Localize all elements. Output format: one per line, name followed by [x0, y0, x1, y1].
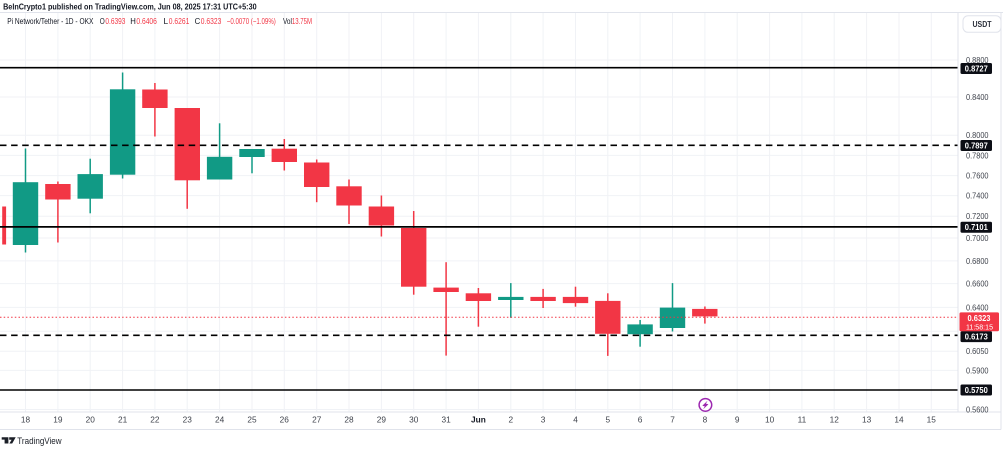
- svg-text:0.7200: 0.7200: [966, 212, 989, 221]
- svg-text:TradingView: TradingView: [17, 436, 62, 446]
- svg-text:0.8400: 0.8400: [966, 93, 989, 102]
- svg-text:18: 18: [21, 415, 31, 425]
- svg-text:27: 27: [312, 415, 322, 425]
- svg-text:30: 30: [409, 415, 419, 425]
- svg-text:0.6400: 0.6400: [966, 303, 989, 312]
- svg-text:0.8000: 0.8000: [966, 131, 989, 140]
- svg-text:Jun: Jun: [471, 415, 486, 425]
- svg-text:29: 29: [377, 415, 387, 425]
- svg-text:28: 28: [344, 415, 354, 425]
- svg-text:Vol: Vol: [283, 17, 292, 26]
- svg-text:0.7897: 0.7897: [965, 141, 988, 151]
- svg-text:0.6050: 0.6050: [966, 347, 989, 356]
- svg-text:10: 10: [765, 415, 775, 425]
- svg-text:0.6406: 0.6406: [136, 17, 157, 26]
- svg-text:8: 8: [703, 415, 708, 425]
- svg-text:H: H: [130, 17, 136, 26]
- svg-text:0.8727: 0.8727: [965, 64, 988, 74]
- svg-text:0.7600: 0.7600: [966, 172, 989, 181]
- svg-text:C: C: [195, 17, 201, 26]
- svg-text:0.8800: 0.8800: [966, 56, 989, 65]
- svg-text:11: 11: [798, 415, 807, 425]
- svg-text:12: 12: [830, 415, 840, 425]
- svg-text:0.6393: 0.6393: [105, 17, 125, 26]
- svg-text:2: 2: [508, 415, 513, 425]
- svg-text:6: 6: [638, 415, 643, 425]
- svg-text:14: 14: [894, 415, 904, 425]
- svg-text:24: 24: [215, 415, 225, 425]
- svg-text:Pi Network/Tether - 1D - OKX: Pi Network/Tether - 1D - OKX: [7, 17, 94, 26]
- svg-text:19: 19: [53, 415, 63, 425]
- svg-text:USDT: USDT: [973, 20, 992, 29]
- svg-text:−0.0070 (−1.09%): −0.0070 (−1.09%): [227, 17, 276, 26]
- svg-text:5: 5: [605, 415, 610, 425]
- svg-text:13.75M: 13.75M: [292, 17, 312, 26]
- svg-text:23: 23: [183, 415, 193, 425]
- svg-text:0.6600: 0.6600: [966, 280, 989, 289]
- svg-text:0.7400: 0.7400: [966, 192, 989, 201]
- svg-text:15: 15: [927, 415, 937, 425]
- svg-text:9: 9: [735, 415, 740, 425]
- svg-text:BeInCrypto1 published on Tradi: BeInCrypto1 published on TradingView.com…: [3, 2, 257, 11]
- svg-text:0.5900: 0.5900: [966, 366, 989, 375]
- svg-text:11:58:15: 11:58:15: [966, 323, 993, 332]
- svg-text:0.6261: 0.6261: [169, 17, 190, 26]
- svg-text:0.6323: 0.6323: [968, 313, 991, 323]
- svg-text:O: O: [100, 17, 105, 26]
- svg-text:31: 31: [441, 415, 451, 425]
- svg-text:0.7101: 0.7101: [965, 222, 988, 232]
- svg-text:25: 25: [247, 415, 257, 425]
- svg-text:21: 21: [118, 415, 128, 425]
- svg-text:13: 13: [862, 415, 872, 425]
- svg-text:L: L: [164, 17, 169, 26]
- svg-text:26: 26: [280, 415, 290, 425]
- svg-text:0.7000: 0.7000: [966, 234, 989, 243]
- svg-text:0.6800: 0.6800: [966, 257, 989, 266]
- svg-text:0.6173: 0.6173: [965, 332, 988, 342]
- svg-text:4: 4: [573, 415, 578, 425]
- svg-text:22: 22: [150, 415, 160, 425]
- svg-text:0.7800: 0.7800: [966, 151, 989, 160]
- svg-text:7: 7: [670, 415, 675, 425]
- svg-text:0.5600: 0.5600: [966, 405, 989, 414]
- svg-text:0.6323: 0.6323: [201, 17, 222, 26]
- svg-text:20: 20: [86, 415, 96, 425]
- svg-text:0.5750: 0.5750: [965, 385, 988, 395]
- svg-text:3: 3: [541, 415, 546, 425]
